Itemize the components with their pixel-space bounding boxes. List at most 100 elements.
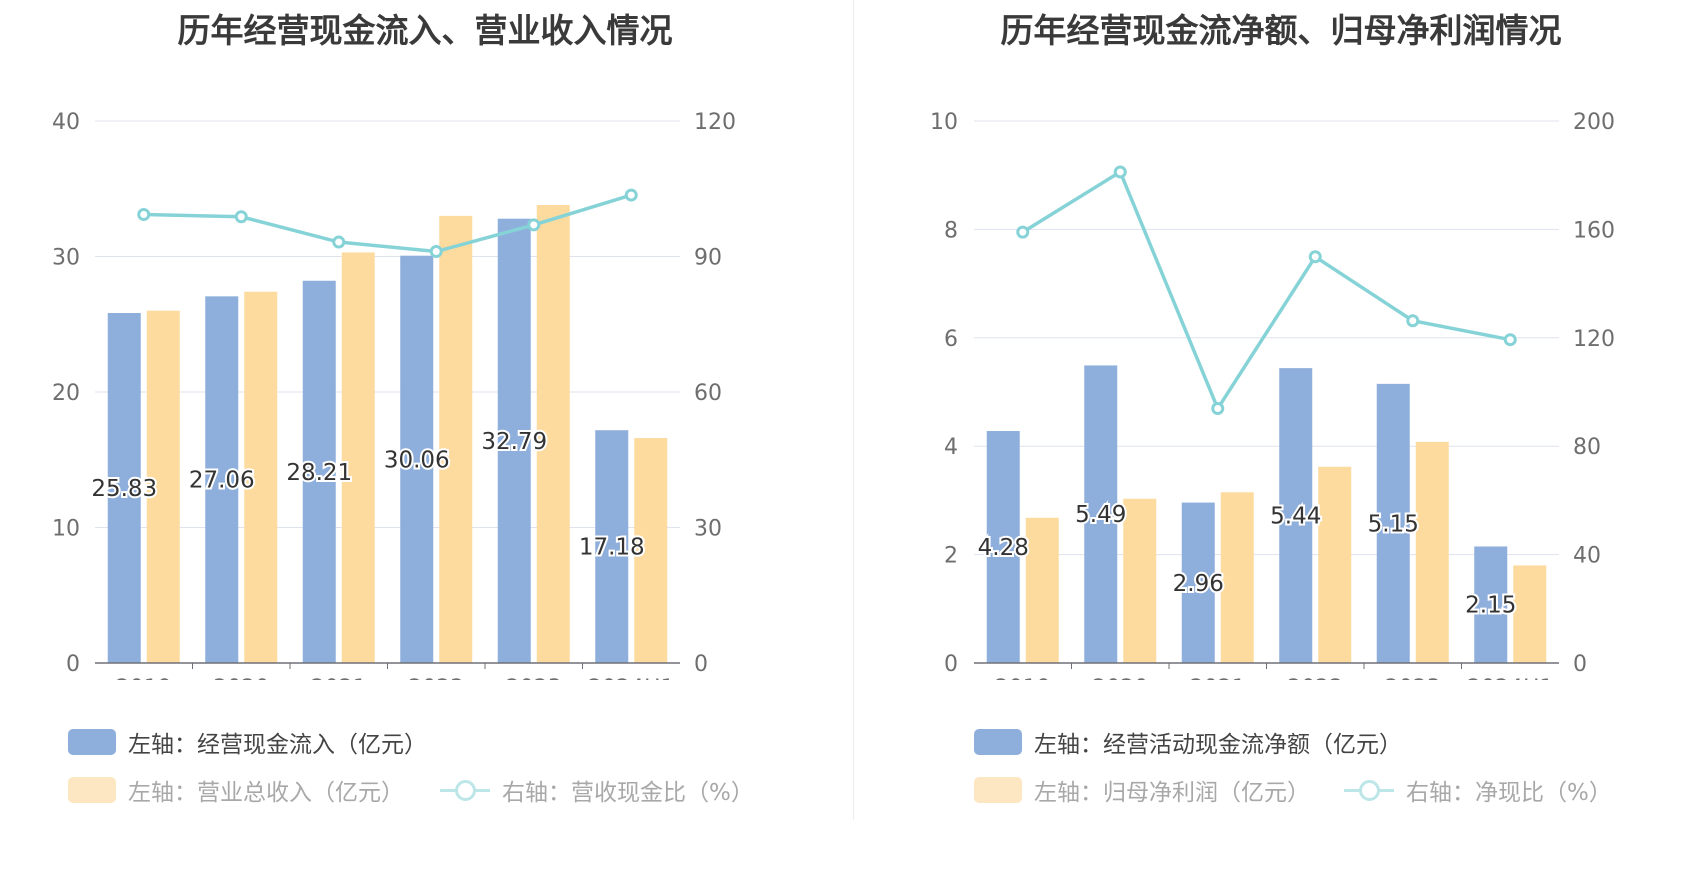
y-right-tick-label: 200 [1573,110,1615,135]
legend-label: 左轴：营业总收入（亿元） [128,780,404,806]
chart-svg-left: 0 0 10 30 20 60 30 90 40 120 2019 2020 2021 2022 2023 2… [52,110,736,680]
line-point [234,210,248,224]
line-point [1406,314,1420,328]
legend-label: 左轴：经营活动现金流净额（亿元） [1034,732,1402,758]
y-right-tick-label: 80 [1573,435,1601,460]
bar-a [107,313,141,663]
y-right-tick-label: 60 [694,381,722,406]
bar-b [1513,565,1547,663]
x-tick-label: 2024H1 [1467,676,1554,680]
line-point [1016,225,1030,239]
y-left-tick-label: 30 [52,246,80,271]
y-right-tick-label: 160 [1573,218,1615,243]
bar-a [1474,546,1508,663]
bar-b [146,310,180,663]
chart-title: 历年经营现金流净额、归母净利润情况 [1000,11,1562,50]
legend-swatch-icon [68,729,116,755]
bar-b [244,291,278,663]
chart-svg-right: 0 0 2 40 4 80 6 120 8 160 10 200 2019 2020 2021 2022 202… [930,110,1615,680]
data-label: 5.49 [1075,502,1126,528]
bar-b [1318,466,1352,663]
line-point [1503,333,1517,347]
data-label: 2.96 [1173,571,1224,597]
y-left-tick-label: 20 [52,381,80,406]
y-left-tick-label: 10 [930,110,958,135]
data-label: 5.15 [1368,511,1419,537]
y-left-tick-label: 40 [52,110,80,135]
legend-label: 左轴：归母净利润（亿元） [1034,780,1310,806]
bar-b [341,252,375,663]
bar-a [302,280,336,663]
line-point [1113,165,1127,179]
bar-a [1084,365,1118,663]
bar-a [1181,502,1215,663]
line-point [137,207,151,221]
line-point [527,218,541,232]
bar-a [1376,383,1410,663]
data-label: 25.83 [91,476,157,502]
x-tick-label: 2019 [995,676,1051,680]
y-right-tick-label: 90 [694,246,722,271]
y-left-tick-label: 0 [66,652,80,677]
legend-line-icon [440,777,490,803]
y-right-tick-label: 0 [1573,652,1587,677]
bar-b [1025,517,1059,663]
x-tick-label: 2023 [506,676,562,680]
panel-divider [853,0,854,820]
bar-b [634,438,668,663]
y-left-tick-label: 8 [944,218,958,243]
x-tick-label: 2019 [116,676,172,680]
legend-swatch-icon [974,777,1022,803]
y-right-tick-label: 120 [694,110,736,135]
line-point [624,188,638,202]
x-tick-label: 2022 [408,676,464,680]
chart-title: 历年经营现金流入、营业收入情况 [177,11,673,50]
bar-a [497,218,531,663]
bar-b [536,205,570,663]
bar-a [205,296,239,663]
series-line [143,193,632,254]
legend-label: 左轴：经营现金流入（亿元） [128,732,427,758]
bar-b [1220,492,1254,663]
legend-line-icon [1344,777,1394,803]
x-tick-label: 2023 [1385,676,1441,680]
x-tick-label: 2021 [311,676,367,680]
data-label: 32.79 [481,429,547,455]
y-left-tick-label: 0 [944,652,958,677]
y-right-tick-label: 30 [694,517,722,542]
data-label: 17.18 [579,535,645,561]
x-tick-label: 2021 [1190,676,1246,680]
legend-swatch-icon [68,777,116,803]
y-left-tick-label: 10 [52,517,80,542]
legend-item-bar-b[interactable]: 左轴：营业总收入（亿元） [68,773,404,807]
bar-b [1415,441,1449,663]
x-tick-label: 2020 [213,676,269,680]
y-left-tick-label: 2 [944,544,958,569]
x-tick-label: 2020 [1092,676,1148,680]
line-point [332,235,346,249]
bar-a [986,431,1020,663]
line-point [1308,250,1322,264]
bar-b [439,215,473,663]
bar-b [1123,498,1157,663]
legend-item-bar-b[interactable]: 左轴：归母净利润（亿元） [974,773,1310,807]
chart-panel-left: 历年经营现金流入、营业收入情况 0 0 10 30 20 60 30 90 40 120 2019 2… [52,11,754,807]
bar-a [1279,368,1313,663]
legend-item-line[interactable]: 右轴：净现比（%） [1344,773,1612,807]
legend-item-bar-a[interactable]: 左轴：经营活动现金流净额（亿元） [974,725,1402,759]
data-label: 30.06 [384,447,450,473]
legend-item-bar-a[interactable]: 左轴：经营现金流入（亿元） [68,725,427,759]
legend-label: 右轴：营收现金比（%） [502,780,754,806]
data-label: 5.44 [1270,504,1321,530]
chart-panel-right: 历年经营现金流净额、归母净利润情况 0 0 2 40 4 80 6 120 8 160 10 200 2… [856,0,1700,874]
data-label: 28.21 [286,460,352,486]
data-label: 4.28 [978,535,1029,561]
x-tick-label: 2022 [1287,676,1343,680]
y-left-tick-label: 4 [944,435,958,460]
data-label: 2.15 [1465,593,1516,619]
line-point [1211,402,1225,416]
y-right-tick-label: 0 [694,652,708,677]
y-left-tick-label: 6 [944,327,958,352]
series-line [1021,169,1511,413]
legend-item-line[interactable]: 右轴：营收现金比（%） [440,773,754,807]
